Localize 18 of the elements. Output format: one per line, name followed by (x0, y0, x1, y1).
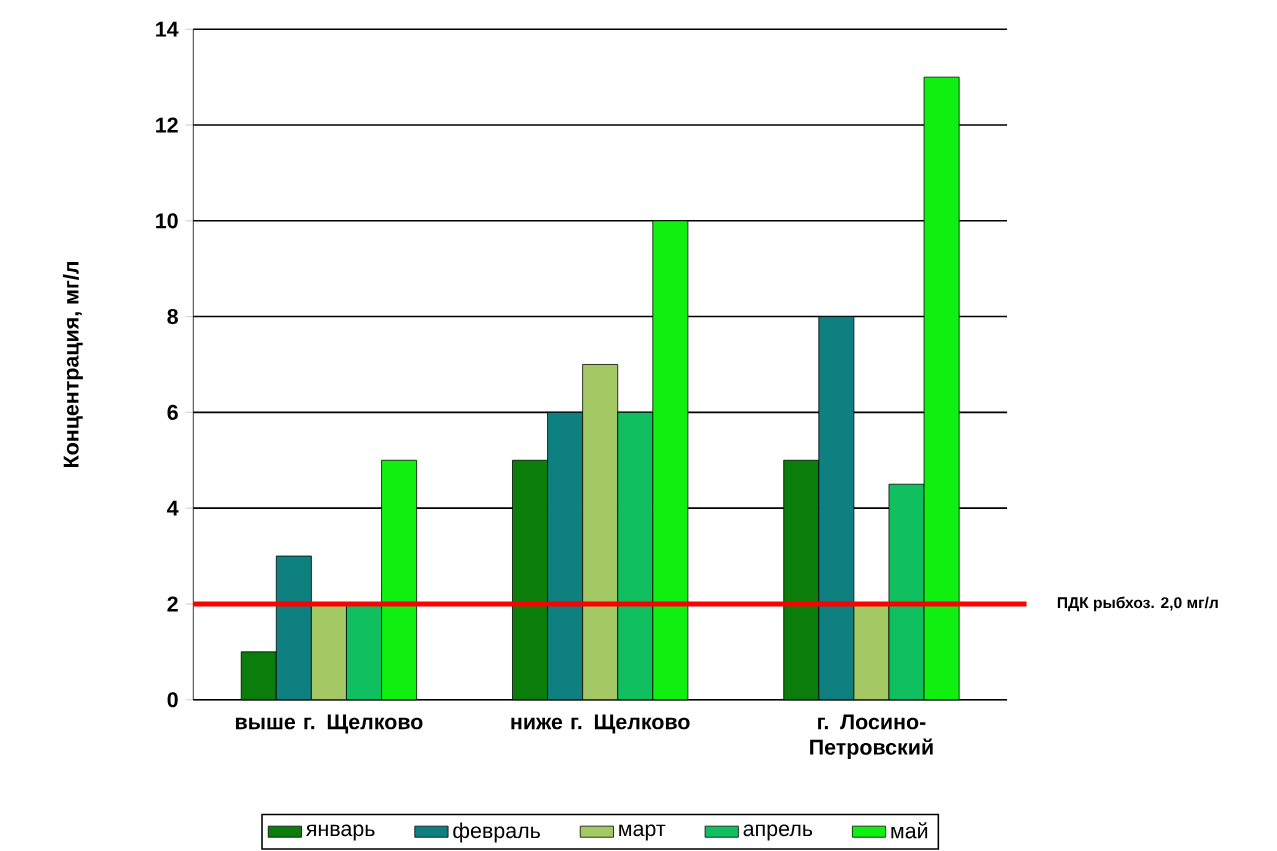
legend-label: апрель (743, 824, 813, 841)
legend-label: март (619, 824, 666, 841)
y-tick-label: 6 (167, 404, 178, 421)
y-axis-title: Концентрация, мг/л (62, 262, 83, 468)
y-tick-label: 8 (167, 309, 178, 325)
x-tick-label: выше г. Щелково (236, 714, 423, 734)
ref-line-label: ПДК рыбхоз. 2,0 мг/л (1057, 596, 1218, 612)
x-tick-label: г. Лосино-Петровский (810, 714, 933, 760)
legend-label: январь (306, 824, 375, 841)
legend-label: май (891, 822, 928, 839)
y-tick-label: 14 (156, 21, 179, 37)
y-tick-label: 12 (156, 117, 178, 133)
y-tick-label: 2 (167, 596, 178, 612)
y-tick-label: 10 (156, 213, 178, 229)
y-tick-label: 0 (167, 692, 178, 708)
x-tick-label: ниже г. Щелково (511, 714, 690, 734)
y-tick-label: 4 (167, 500, 179, 516)
legend-label: февраль (453, 822, 540, 843)
